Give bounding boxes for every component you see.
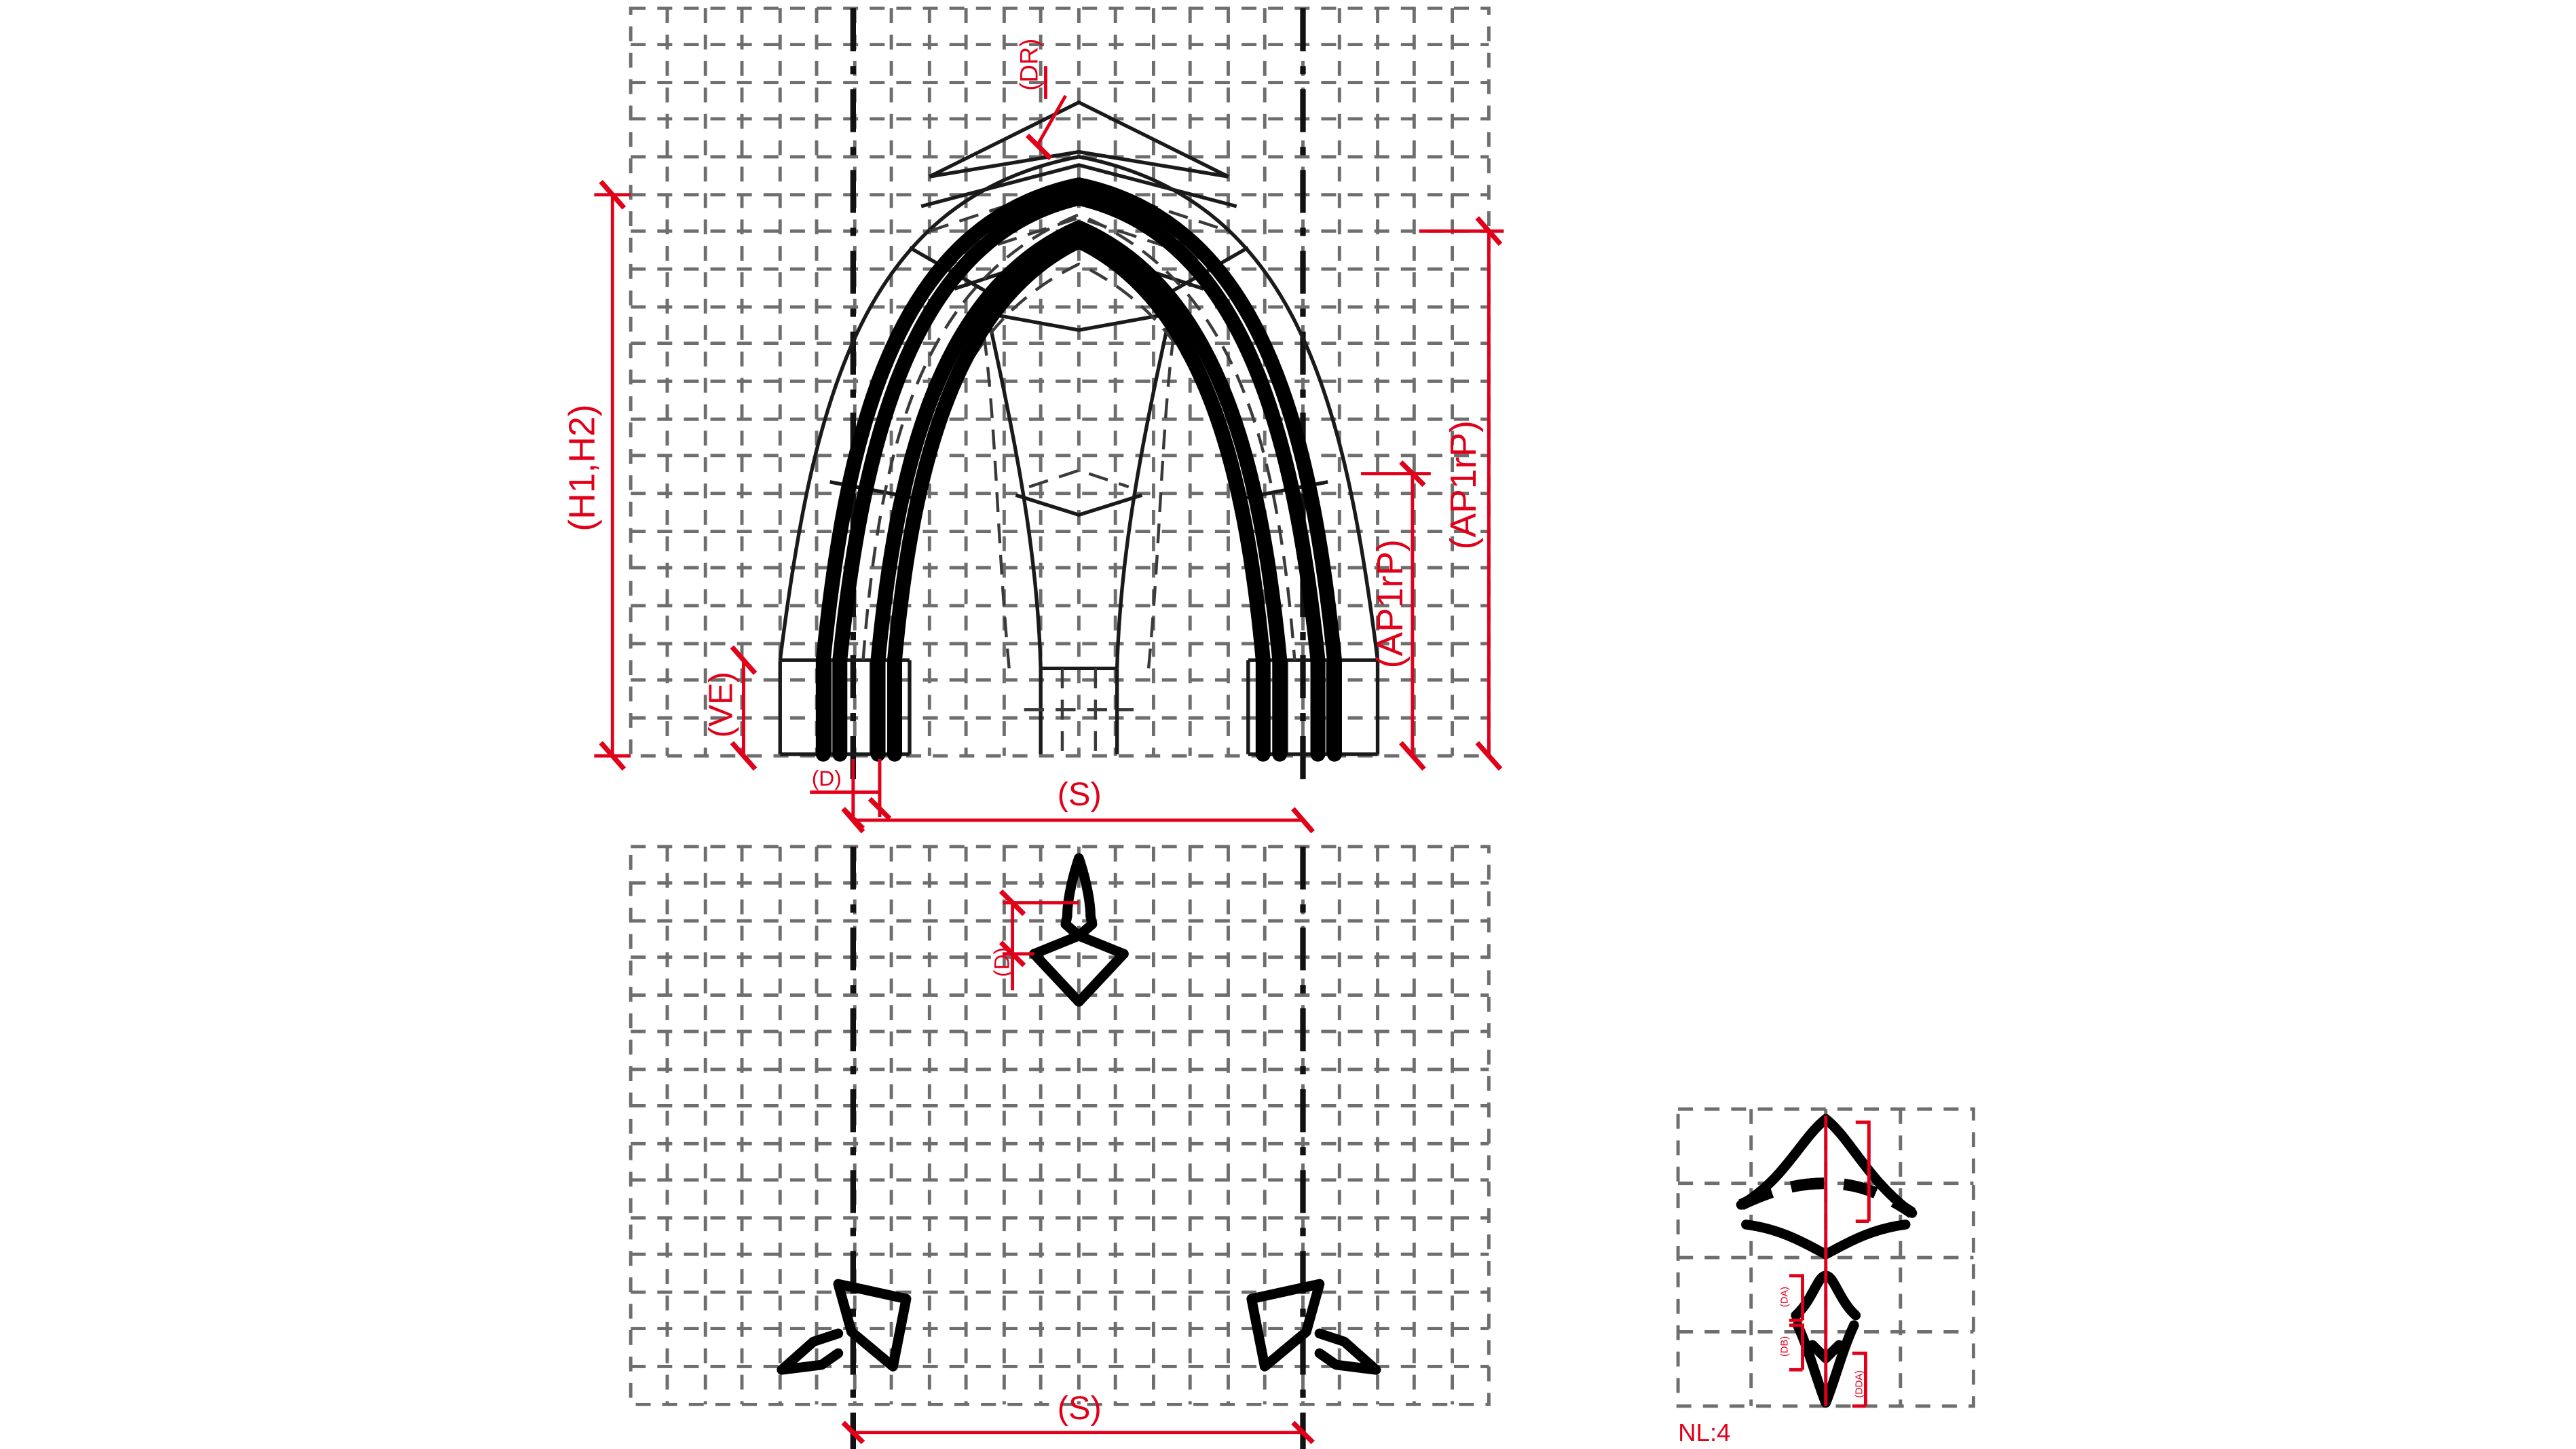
detail-b-label: (DB) bbox=[1779, 1336, 1790, 1357]
s-plan-label: (S) bbox=[1058, 1390, 1102, 1427]
plan-sections bbox=[777, 853, 1381, 1375]
detail-sections bbox=[1736, 1114, 1918, 1408]
ve-label: (VE) bbox=[703, 672, 739, 737]
ap1rp-inner-label: (AP1rP) bbox=[1370, 539, 1411, 668]
plan-dimensions bbox=[841, 889, 1315, 1444]
arch-elevation bbox=[778, 100, 1380, 762]
elevation-grid bbox=[629, 6, 1491, 758]
detail-c-label: (DDA) bbox=[1854, 1370, 1865, 1397]
ap1rp-outer-label: (AP1rP) bbox=[1443, 420, 1484, 549]
d-elevation-label: (D) bbox=[812, 766, 842, 790]
h1h2-label: (H1,H2) bbox=[561, 404, 602, 531]
plan-grid bbox=[629, 845, 1491, 1406]
s-elevation-label: (S) bbox=[1058, 776, 1102, 813]
nl-label: NL:4 bbox=[1678, 1418, 1730, 1446]
d-plan-label: (D) bbox=[990, 947, 1014, 977]
dr-label: (DR) bbox=[1015, 39, 1043, 91]
detail-a-label: (DA) bbox=[1779, 1287, 1790, 1307]
elevation-dimensions bbox=[594, 66, 1504, 834]
